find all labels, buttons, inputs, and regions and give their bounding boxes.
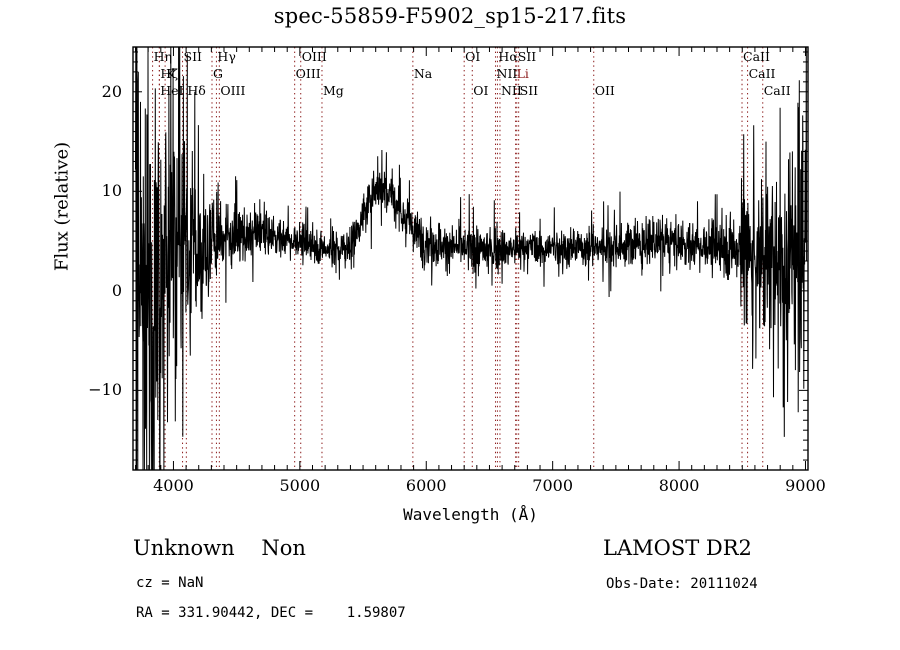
spectral-line-label: OIII xyxy=(295,66,321,81)
spectral-line-label: Hγ xyxy=(217,49,236,64)
spectral-line-label: Hη xyxy=(153,49,172,64)
spectral-line-label: OIII xyxy=(301,49,327,64)
x-tick-label: 6000 xyxy=(405,476,447,495)
obs-date-label: Obs-Date: 20111024 xyxy=(606,576,758,592)
spectral-line-label: Hδ xyxy=(187,83,206,98)
plot-frame xyxy=(132,46,809,471)
spectral-line-label: Hζ xyxy=(160,66,179,81)
x-tick-label: 7000 xyxy=(532,476,574,495)
y-tick-label: 0 xyxy=(111,280,122,300)
x-tick-label: 4000 xyxy=(153,476,194,495)
spectral-line-label: CaII xyxy=(743,49,770,64)
spectral-line-label: OI xyxy=(465,49,481,64)
spectral-line-label: Li xyxy=(516,66,529,81)
object-class-label: Unknown Non xyxy=(133,536,306,560)
spectral-line-label: OIII xyxy=(220,83,246,98)
spectral-line-label: Mg xyxy=(322,83,344,98)
y-tick-label: 20 xyxy=(101,81,122,101)
x-tick-label: 9000 xyxy=(785,476,826,495)
spectral-line-label: NII xyxy=(500,83,522,98)
survey-label: LAMOST DR2 xyxy=(603,536,752,560)
page-title: spec-55859-F5902_sp15-217.fits xyxy=(273,4,627,28)
x-axis-label: Wavelength (Å) xyxy=(403,505,538,524)
spectral-line-label: SII xyxy=(183,49,202,64)
cz-value: cz = NaN xyxy=(136,575,204,591)
coordinates-value: RA = 331.90442, DEC = 1.59807 xyxy=(136,605,406,621)
spectral-line-label: Hα xyxy=(498,49,518,64)
spectral-line-label: SII xyxy=(517,49,537,64)
spectral-line-label: CaII xyxy=(763,83,791,98)
spectral-line-label: NII xyxy=(496,66,518,81)
y-tick-label: 10 xyxy=(101,181,122,201)
spectral-line-label: OI xyxy=(473,83,489,98)
spectral-line-label: Na xyxy=(413,66,433,81)
spectral-line-label: HeI xyxy=(160,83,184,98)
spectral-line-label: OII xyxy=(594,83,615,98)
x-tick-label: 5000 xyxy=(279,476,321,495)
spectral-line-label: SII xyxy=(519,83,539,98)
spectral-line-label: G xyxy=(213,66,223,81)
spectral-line-label: CaII xyxy=(748,66,776,81)
spectral-line-label: K xyxy=(166,66,176,81)
x-tick-label: 8000 xyxy=(658,476,700,495)
y-tick-label: −10 xyxy=(88,380,122,400)
spectrum-trace xyxy=(135,46,808,471)
